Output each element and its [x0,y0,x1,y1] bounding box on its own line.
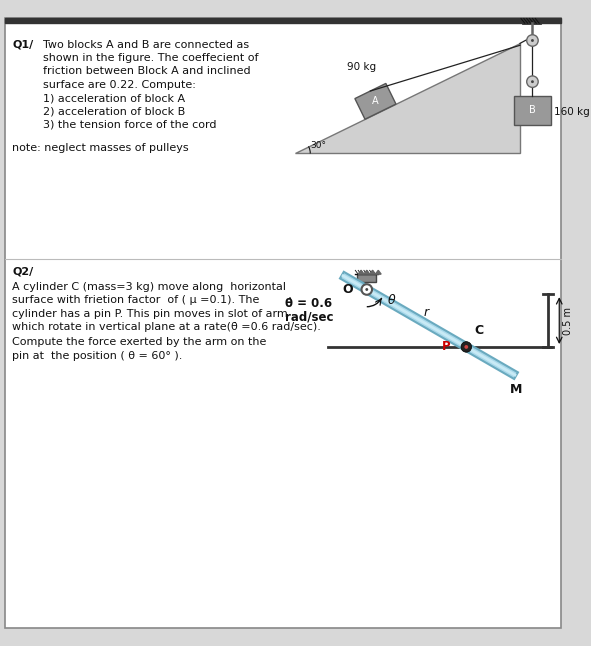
Polygon shape [355,83,396,120]
Polygon shape [341,274,517,377]
Polygon shape [357,274,376,282]
Circle shape [362,284,372,295]
Polygon shape [340,272,518,379]
Text: M: M [510,383,522,397]
Bar [514,96,551,125]
Text: surface are 0.22. Compute:: surface are 0.22. Compute: [43,79,196,90]
Text: θ̇ = 0.6: θ̇ = 0.6 [285,297,333,309]
Polygon shape [369,270,375,274]
Text: θ: θ [388,295,395,307]
Circle shape [527,35,538,47]
Text: surface with frietion factor  of ( μ =0.1). The: surface with frietion factor of ( μ =0.1… [12,295,260,305]
Text: A: A [372,96,379,107]
Circle shape [531,39,534,42]
Text: pin at  the position ( θ = 60° ).: pin at the position ( θ = 60° ). [12,351,183,360]
Text: 1) acceleration of block A: 1) acceleration of block A [43,93,185,103]
Circle shape [365,288,368,291]
Text: B: B [529,105,536,116]
Text: shown in the figure. The coeffecient of: shown in the figure. The coeffecient of [43,53,259,63]
Circle shape [531,80,534,83]
Text: 90 kg: 90 kg [347,61,376,72]
Bar [5,19,561,23]
Text: 3) the tension force of the cord: 3) the tension force of the cord [43,120,216,130]
Text: Compute the force exerted by the arm on the: Compute the force exerted by the arm on … [12,337,267,348]
Text: C: C [474,324,483,337]
Text: friction between Block A and inclined: friction between Block A and inclined [43,67,251,76]
Text: 30°: 30° [310,141,326,150]
Circle shape [465,345,468,349]
FancyBboxPatch shape [5,19,561,627]
Polygon shape [358,270,364,274]
Circle shape [461,342,472,352]
Text: Q1/: Q1/ [12,39,34,50]
Text: cylinder has a pin P. This pin moves in slot of arm: cylinder has a pin P. This pin moves in … [12,309,288,318]
Text: P: P [442,340,451,353]
Polygon shape [375,270,381,274]
Text: 160 kg: 160 kg [554,107,590,117]
Text: 2) acceleration of block B: 2) acceleration of block B [43,107,186,116]
Text: which rotate in vertical plane at a rate(θ̇ =0.6 rad/sec).: which rotate in vertical plane at a rate… [12,322,322,332]
Polygon shape [364,270,369,274]
Text: A cylinder C (mass=3 kg) move along  horizontal: A cylinder C (mass=3 kg) move along hori… [12,282,287,292]
Text: 0.5 m: 0.5 m [563,307,573,335]
Text: rad/sec: rad/sec [285,310,334,323]
Circle shape [527,76,538,87]
Text: O: O [343,283,353,296]
Text: note: neglect masses of pulleys: note: neglect masses of pulleys [12,143,189,153]
Text: r: r [424,306,429,319]
Text: Q2/: Q2/ [12,267,34,276]
Polygon shape [295,43,520,154]
Text: Two blocks A and B are connected as: Two blocks A and B are connected as [43,39,249,50]
